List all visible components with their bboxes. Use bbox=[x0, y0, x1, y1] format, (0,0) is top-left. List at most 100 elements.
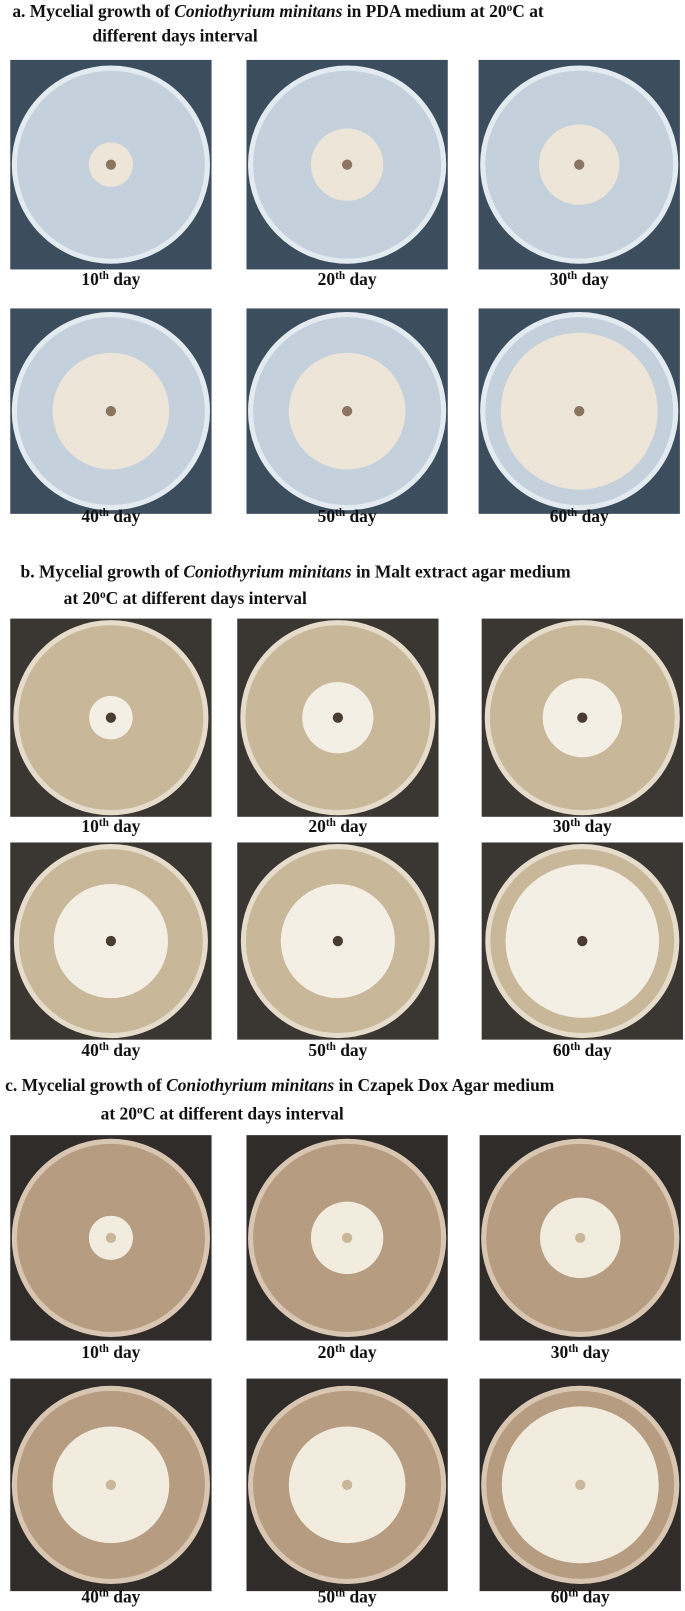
day-label: 60th day bbox=[553, 1040, 612, 1060]
day-label: 10th day bbox=[81, 1342, 140, 1362]
colony-core bbox=[341, 1232, 353, 1243]
day-word: day bbox=[580, 1040, 612, 1060]
day-word: day bbox=[109, 1040, 141, 1060]
day-word: day bbox=[109, 816, 141, 836]
section-title: at 20oC at different days interval bbox=[101, 1104, 344, 1124]
day-number: 20 bbox=[308, 816, 326, 836]
day-word: day bbox=[109, 1342, 141, 1362]
colony-core bbox=[105, 712, 117, 723]
day-suffix: th bbox=[335, 270, 346, 282]
day-word: day bbox=[336, 1040, 368, 1060]
title-text: C at bbox=[512, 1, 544, 21]
colony-core bbox=[105, 1232, 117, 1243]
colony-core bbox=[341, 159, 353, 170]
colony-core bbox=[574, 406, 585, 417]
species-name: Coniothyrium minitans bbox=[166, 1075, 334, 1095]
day-suffix: th bbox=[567, 270, 578, 282]
day-number: 40 bbox=[81, 1040, 99, 1060]
day-label: 40th day bbox=[81, 506, 140, 526]
day-label: 60th day bbox=[551, 1586, 610, 1606]
colony-core bbox=[577, 935, 588, 947]
day-label: 10th day bbox=[81, 816, 140, 836]
day-label: 50th day bbox=[318, 1586, 377, 1606]
title-text: c. Mycelial growth of bbox=[5, 1075, 166, 1095]
day-word: day bbox=[345, 1586, 377, 1606]
day-suffix: th bbox=[99, 1587, 110, 1599]
day-label: 20th day bbox=[308, 816, 367, 836]
day-word: day bbox=[580, 816, 612, 836]
day-number: 60 bbox=[550, 506, 568, 526]
title-text: at 20 bbox=[101, 1104, 138, 1124]
section-title: b. Mycelial growth of Coniothyrium minit… bbox=[21, 562, 572, 582]
section-title: c. Mycelial growth of Coniothyrium minit… bbox=[5, 1075, 555, 1095]
colony-core bbox=[577, 712, 588, 723]
colony-core bbox=[105, 406, 117, 417]
day-suffix: th bbox=[335, 507, 346, 519]
day-number: 10 bbox=[81, 1342, 99, 1362]
day-word: day bbox=[578, 1586, 610, 1606]
day-label: 20th day bbox=[318, 269, 377, 289]
day-word: day bbox=[345, 1342, 377, 1362]
day-label: 20th day bbox=[318, 1342, 377, 1362]
day-word: day bbox=[336, 816, 368, 836]
colony-core bbox=[332, 935, 344, 947]
day-number: 50 bbox=[308, 1040, 326, 1060]
title-text: b. Mycelial growth of bbox=[21, 562, 184, 582]
day-number: 40 bbox=[81, 1586, 99, 1606]
day-word: day bbox=[109, 506, 141, 526]
day-number: 10 bbox=[81, 269, 99, 289]
day-suffix: th bbox=[99, 507, 110, 519]
day-suffix: th bbox=[567, 507, 578, 519]
day-suffix: th bbox=[568, 1343, 579, 1355]
day-label: 30th day bbox=[550, 269, 609, 289]
day-number: 10 bbox=[81, 816, 99, 836]
title-text: a. Mycelial growth of bbox=[12, 1, 174, 21]
section-title: a. Mycelial growth of Coniothyrium minit… bbox=[12, 1, 544, 21]
day-suffix: th bbox=[335, 1343, 346, 1355]
day-number: 30 bbox=[551, 1342, 569, 1362]
day-word: day bbox=[109, 1586, 141, 1606]
day-suffix: th bbox=[570, 1041, 581, 1053]
day-number: 20 bbox=[318, 269, 336, 289]
day-label: 40th day bbox=[81, 1040, 140, 1060]
colony-core bbox=[575, 1232, 586, 1243]
title-text: o bbox=[100, 589, 106, 601]
day-suffix: th bbox=[326, 1041, 337, 1053]
title-text: at 20 bbox=[64, 588, 101, 608]
day-label: 50th day bbox=[318, 506, 377, 526]
day-number: 40 bbox=[81, 506, 99, 526]
section-title: different days interval bbox=[92, 25, 257, 45]
species-name: Coniothyrium minitans bbox=[183, 562, 351, 582]
title-text: C at different days interval bbox=[143, 1104, 344, 1124]
day-suffix: th bbox=[326, 817, 337, 829]
day-label: 40th day bbox=[81, 1586, 140, 1606]
title-text: different days interval bbox=[92, 25, 257, 45]
day-suffix: th bbox=[335, 1587, 346, 1599]
title-text: o bbox=[507, 2, 513, 14]
day-number: 30 bbox=[550, 269, 568, 289]
title-text: in PDA medium at 20 bbox=[342, 1, 506, 21]
colony-core bbox=[575, 1479, 586, 1490]
day-number: 60 bbox=[551, 1586, 569, 1606]
title-text: in Malt extract agar medium bbox=[352, 562, 572, 582]
day-label: 30th day bbox=[553, 816, 612, 836]
day-label: 50th day bbox=[308, 1040, 367, 1060]
day-label: 60th day bbox=[550, 506, 609, 526]
day-word: day bbox=[577, 506, 609, 526]
colony-core bbox=[341, 406, 353, 417]
species-name: Coniothyrium minitans bbox=[174, 1, 342, 21]
title-text: o bbox=[137, 1105, 143, 1117]
title-text: C at different days interval bbox=[106, 588, 307, 608]
day-word: day bbox=[578, 1342, 610, 1362]
colony-core bbox=[341, 1479, 353, 1490]
title-text: in Czapek Dox Agar medium bbox=[334, 1075, 555, 1095]
day-word: day bbox=[109, 269, 141, 289]
day-label: 10th day bbox=[81, 269, 140, 289]
day-label: 30th day bbox=[551, 1342, 610, 1362]
day-word: day bbox=[345, 506, 377, 526]
day-word: day bbox=[345, 269, 377, 289]
day-number: 20 bbox=[318, 1342, 336, 1362]
day-suffix: th bbox=[99, 1041, 110, 1053]
section-title: at 20oC at different days interval bbox=[64, 588, 307, 608]
colony-core bbox=[105, 1479, 117, 1490]
